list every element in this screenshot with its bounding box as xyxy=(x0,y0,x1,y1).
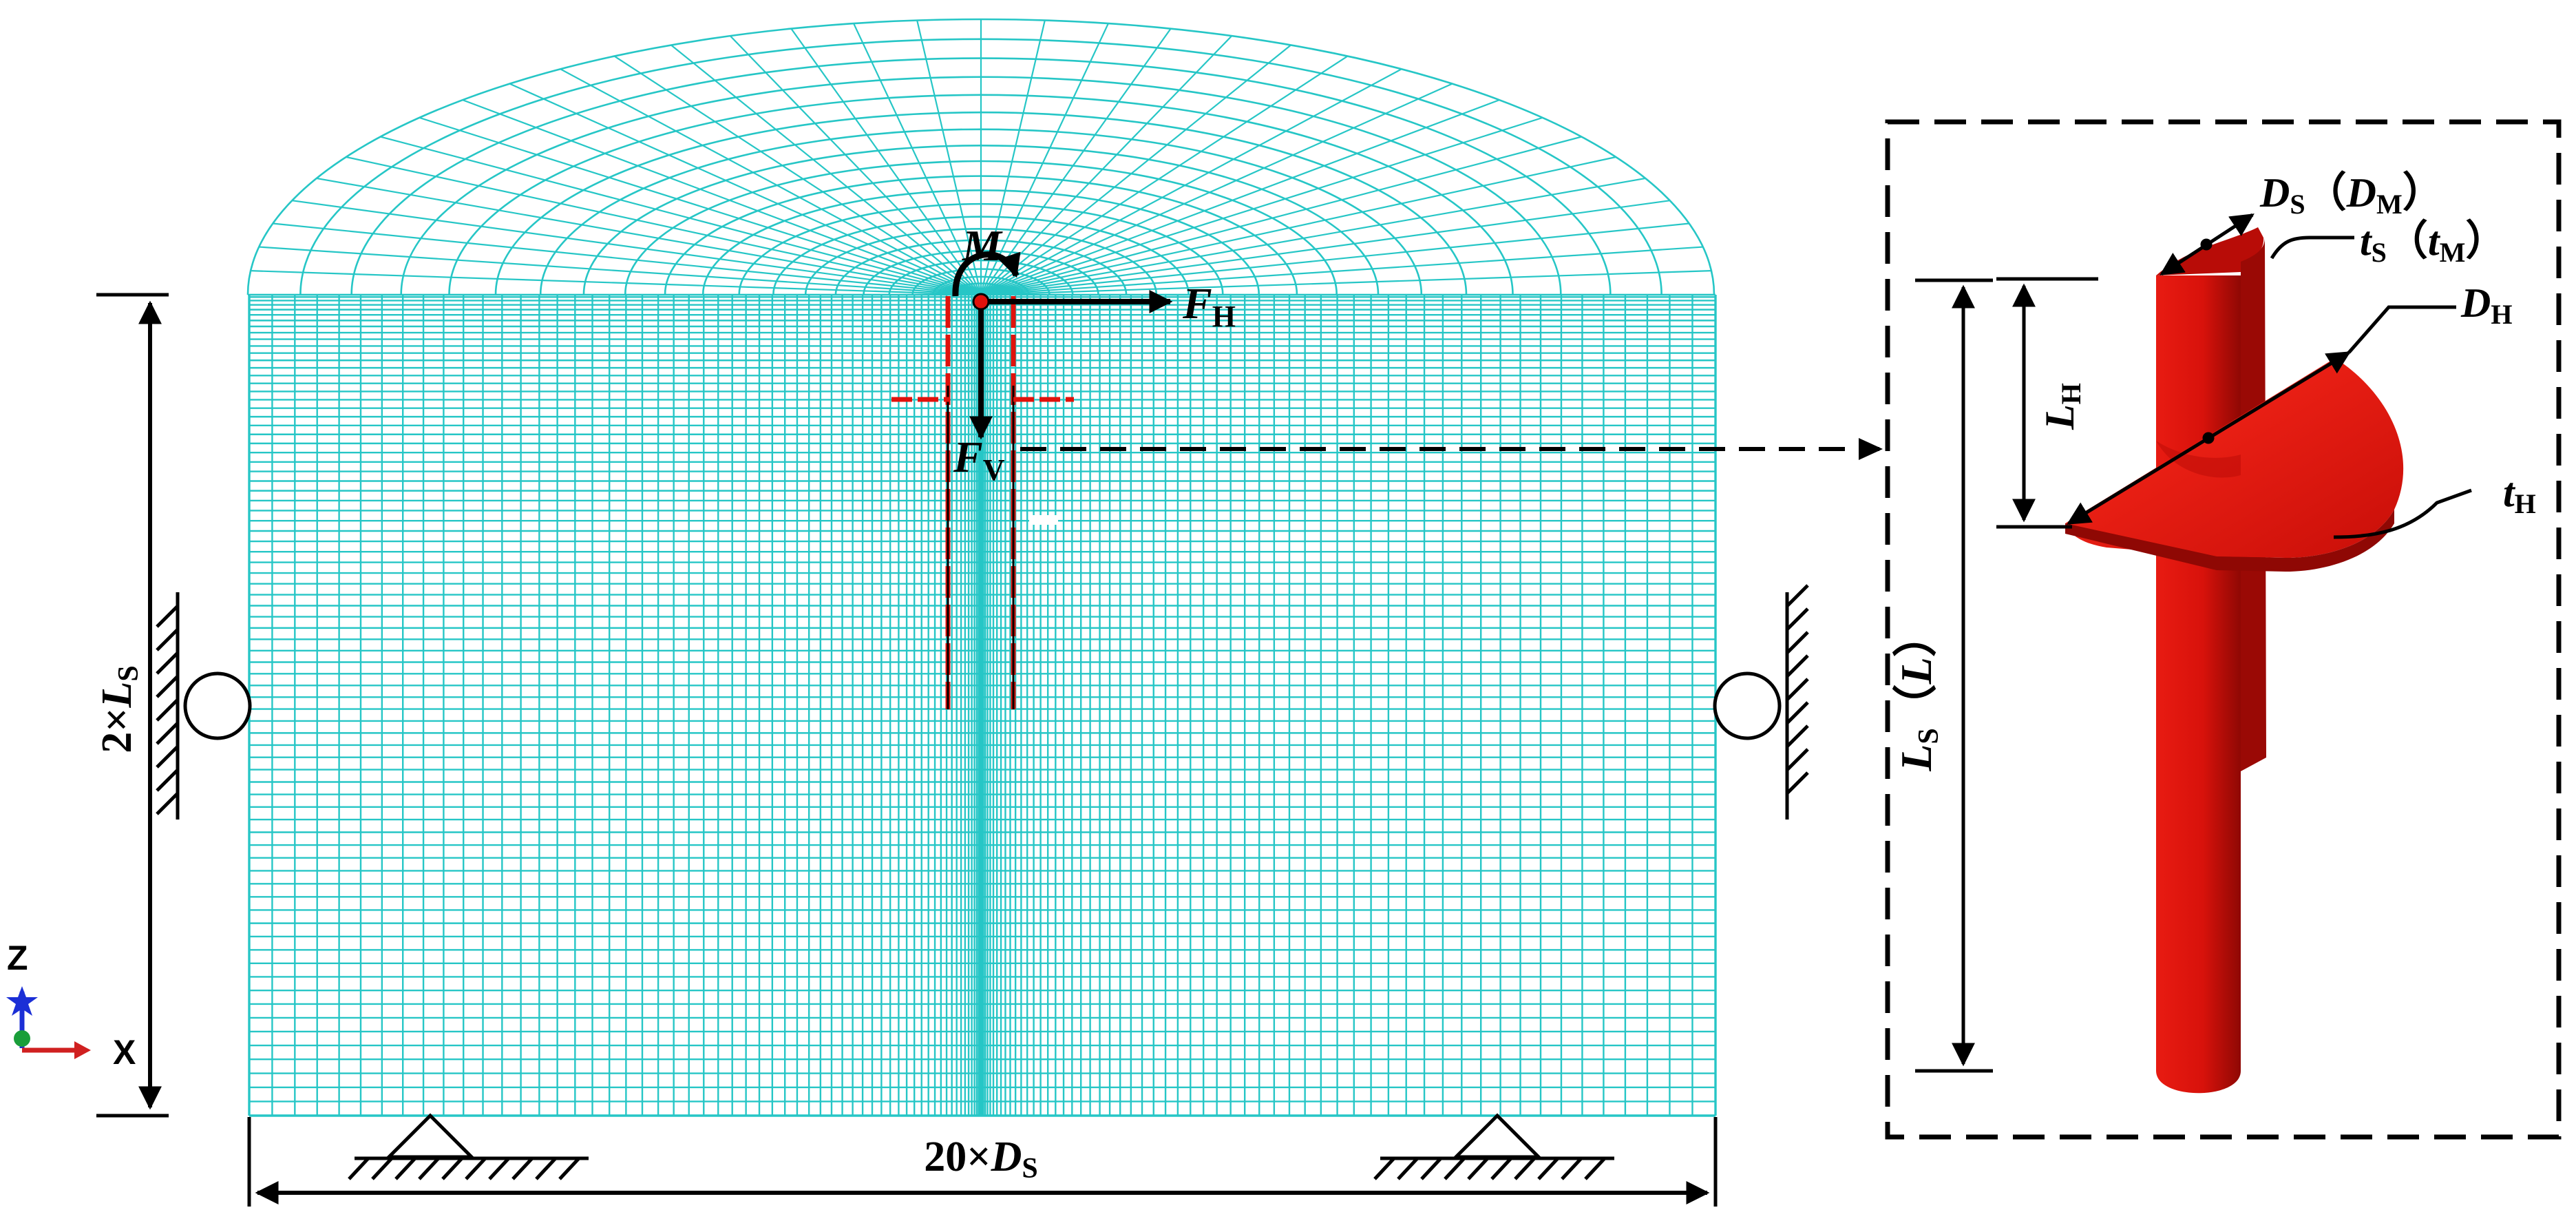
helix-thickness-leader xyxy=(2333,488,2472,539)
pin-support-icon xyxy=(1373,1113,1614,1180)
shaft-diameter-label: DS（DM） xyxy=(2259,169,2444,220)
shaft-length-label: LS（L） xyxy=(1892,613,1945,772)
moment-label: M xyxy=(962,221,1003,270)
shaft-thickness-label: tS（tM） xyxy=(2360,218,2506,268)
helix-thickness-label: tH xyxy=(2503,470,2536,519)
soil-depth-label: 2×LS xyxy=(94,665,145,753)
soil-mesh xyxy=(246,18,1717,1117)
axis-x-label: X xyxy=(113,1033,136,1072)
helix-diameter-label: DH xyxy=(2460,280,2512,330)
shaft-body xyxy=(2156,275,2241,1094)
load-point xyxy=(972,293,990,311)
vertical-force-label: FV xyxy=(953,432,1005,487)
horizontal-force-label: FH xyxy=(1182,279,1236,333)
pile-in-mesh xyxy=(891,296,1074,709)
pin-support-icon xyxy=(348,1113,589,1180)
shaft-thickness-leader xyxy=(2270,236,2354,260)
helical-pile-model xyxy=(2065,227,2404,1094)
soil-width-label: 20×DS xyxy=(924,1134,1037,1185)
moment-arrow xyxy=(952,251,1021,297)
detail-dimensions xyxy=(1915,213,2472,1073)
axis-z-label: Z xyxy=(7,939,28,977)
helix-diameter-leader xyxy=(2347,305,2456,354)
roller-support-icon xyxy=(1713,584,1809,820)
domain-dimensions xyxy=(96,293,1718,1207)
roller-support-icon xyxy=(156,592,252,820)
load-arrows: M FH FV xyxy=(952,221,1236,487)
axis-triad-icon: Z X xyxy=(6,939,136,1072)
detail-box xyxy=(1885,119,2562,1140)
helix-depth-label: LH xyxy=(2037,383,2087,430)
